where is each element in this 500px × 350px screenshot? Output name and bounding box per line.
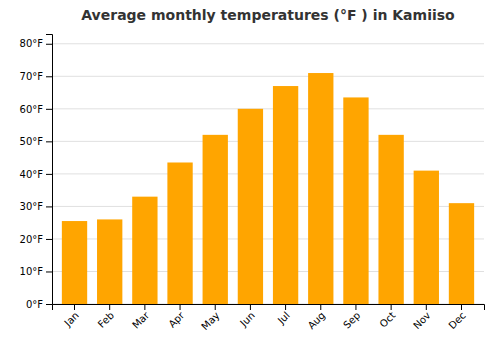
- x-tick-label: Oct: [377, 310, 397, 330]
- x-tick-mark: [144, 304, 145, 310]
- y-tick: 80°F: [20, 38, 52, 49]
- x-tick-label: Sep: [341, 310, 362, 331]
- bar: [449, 203, 474, 304]
- x-tick: Sep: [341, 304, 362, 331]
- chart: 0°F 10°F 20°F 30°F 40°F 50°F 60°F 70°F 80°F Jan Fe…: [0, 0, 500, 350]
- y-tick-label: 20°F: [20, 234, 44, 245]
- y-axis-line: [46, 35, 53, 305]
- x-tick-mark: [426, 304, 427, 310]
- y-tick: 0°F: [26, 299, 52, 310]
- grid-line: [52, 108, 484, 109]
- y-tick-mark: [46, 304, 52, 305]
- y-tick-mark: [46, 109, 52, 110]
- x-tick-label: Apr: [166, 309, 187, 330]
- y-tick-mark: [46, 44, 52, 45]
- x-axis-line: [53, 305, 485, 311]
- grid-line: [52, 141, 484, 142]
- x-tick-mark: [320, 304, 321, 310]
- y-tick-mark: [46, 206, 52, 207]
- y-tick-label: 80°F: [20, 38, 44, 49]
- x-tick: Feb: [96, 304, 116, 330]
- y-tick: 40°F: [20, 169, 52, 180]
- grid-line: [52, 43, 484, 44]
- y-tick-label: 40°F: [20, 169, 44, 180]
- x-tick-label: May: [199, 310, 221, 332]
- y-tick-label: 0°F: [26, 299, 43, 310]
- bar: [308, 73, 333, 304]
- bar: [203, 135, 228, 304]
- x-tick-mark: [74, 304, 75, 310]
- grid-line: [52, 76, 484, 77]
- x-tick-mark: [109, 304, 110, 310]
- y-tick-label: 10°F: [20, 266, 44, 277]
- x-tick: Apr: [166, 304, 187, 330]
- x-axis: Jan Feb Mar Apr May Jun Jul Aug Sep Oct Nov Dec: [53, 304, 485, 332]
- bar: [97, 219, 122, 304]
- bar: [167, 162, 192, 304]
- y-tick-mark: [46, 271, 52, 272]
- grid: [52, 44, 484, 304]
- x-tick: Dec: [446, 304, 467, 331]
- y-tick: 60°F: [20, 104, 52, 115]
- bar: [273, 86, 298, 304]
- bar: [238, 109, 263, 304]
- bar: [378, 135, 403, 304]
- x-tick-mark: [355, 304, 356, 310]
- x-tick-label: Nov: [411, 310, 433, 332]
- x-tick-label: Aug: [306, 310, 328, 332]
- x-tick-label: Dec: [446, 310, 467, 331]
- y-tick-label: 50°F: [20, 136, 44, 147]
- x-tick-label: Jul: [275, 310, 292, 327]
- bar: [343, 97, 368, 304]
- x-tick-label: Mar: [130, 309, 152, 331]
- x-tick: Mar: [130, 304, 152, 331]
- y-tick-label: 60°F: [20, 104, 44, 115]
- x-tick: Aug: [306, 304, 328, 331]
- x-tick-mark: [250, 304, 251, 310]
- x-tick-mark: [391, 304, 392, 310]
- x-tick-label: Jun: [237, 310, 257, 330]
- x-tick: Jun: [237, 304, 257, 329]
- y-tick-mark: [46, 174, 52, 175]
- x-tick: Nov: [411, 304, 433, 331]
- x-tick: Jan: [61, 304, 80, 329]
- y-tick-label: 70°F: [20, 71, 44, 82]
- x-tick-label: Jan: [61, 310, 80, 329]
- bar: [62, 221, 87, 304]
- x-tick: Oct: [377, 304, 397, 330]
- y-tick: 20°F: [20, 234, 52, 245]
- x-tick-mark: [215, 304, 216, 310]
- y-tick: 70°F: [20, 71, 52, 82]
- y-tick: 10°F: [20, 266, 52, 277]
- bar: [132, 197, 157, 304]
- y-tick-mark: [46, 239, 52, 240]
- y-tick-label: 30°F: [20, 201, 44, 212]
- y-tick: 30°F: [20, 201, 52, 212]
- x-tick: Jul: [275, 304, 292, 327]
- plot-area: [62, 73, 474, 304]
- y-tick: 50°F: [20, 136, 52, 147]
- y-tick-mark: [46, 141, 52, 142]
- x-tick-label: Feb: [96, 310, 116, 330]
- x-tick: May: [199, 304, 221, 332]
- x-tick-mark: [461, 304, 462, 310]
- bar: [414, 171, 439, 304]
- x-tick-mark: [285, 304, 286, 310]
- y-tick-mark: [46, 76, 52, 77]
- y-axis: 0°F 10°F 20°F 30°F 40°F 50°F 60°F 70°F 80°F: [20, 35, 53, 310]
- title: Average monthly temperatures (°F ) in Ka…: [81, 7, 455, 23]
- x-tick-mark: [180, 304, 181, 310]
